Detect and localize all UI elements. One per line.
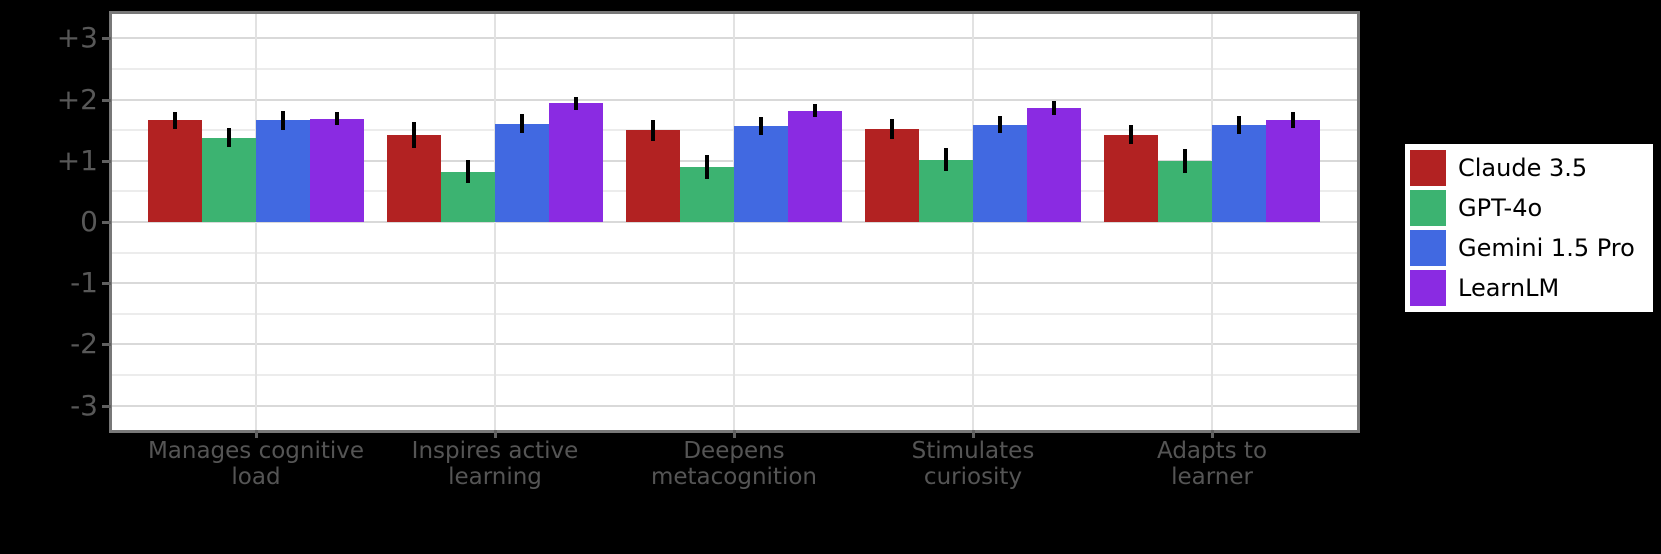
error-bar (998, 116, 1002, 134)
x-category-label: Stimulates curiosity (911, 438, 1035, 490)
x-tick-mark (972, 430, 975, 438)
y-tick-mark (102, 159, 111, 163)
legend-label: LearnLM (1458, 274, 1560, 302)
y-tick-label: +1 (56, 143, 98, 177)
plot-area (109, 11, 1360, 433)
y-tick-mark (102, 282, 111, 286)
legend-item: Claude 3.5 (1410, 148, 1645, 188)
legend-swatch-gemini-1-5-pro (1410, 230, 1446, 266)
error-bar (466, 160, 470, 184)
y-tick-mark (102, 221, 111, 224)
bar (310, 118, 364, 222)
error-bar (520, 113, 524, 134)
legend-swatch-gpt-4o (1410, 190, 1446, 226)
legend-item: Gemini 1.5 Pro (1410, 228, 1645, 268)
error-bar (705, 154, 709, 180)
error-bar (227, 128, 231, 147)
bar (148, 120, 202, 222)
error-bar (1291, 112, 1295, 129)
x-tick-mark (1211, 430, 1214, 438)
legend: Claude 3.5 GPT-4o Gemini 1.5 Pro LearnLM (1403, 142, 1655, 314)
legend-item: GPT-4o (1410, 188, 1645, 228)
error-bar (335, 111, 339, 126)
bar (1212, 124, 1266, 222)
y-tick-label: -1 (70, 266, 98, 300)
error-bar (890, 119, 894, 139)
gridline-vertical (494, 14, 496, 430)
gridline-vertical (972, 14, 974, 430)
bar (626, 130, 680, 222)
y-tick-mark (102, 37, 111, 41)
bar (202, 137, 256, 222)
y-tick-mark (102, 98, 111, 102)
error-bar (1129, 124, 1133, 145)
error-bar (574, 96, 578, 111)
error-bar (759, 117, 763, 135)
error-bar (813, 103, 817, 118)
y-tick-mark (102, 404, 111, 408)
legend-label: Gemini 1.5 Pro (1458, 234, 1635, 262)
y-tick-label: 0 (80, 205, 98, 238)
bar (256, 120, 310, 222)
y-tick-label: +3 (56, 21, 98, 55)
x-category-label: Adapts to learner (1156, 438, 1268, 490)
x-tick-mark (733, 430, 736, 438)
bar (788, 110, 842, 222)
x-category-label: Manages cognitive load (147, 438, 365, 490)
error-bar (1237, 115, 1241, 134)
error-bar (1183, 148, 1187, 174)
error-bar (173, 111, 177, 129)
error-bar (412, 122, 416, 148)
bar (387, 135, 441, 222)
bar (1266, 120, 1320, 222)
x-tick-mark (255, 430, 258, 438)
gridline-vertical (1211, 14, 1213, 430)
x-category-label: Deepens metacognition (650, 438, 817, 490)
y-tick-mark (102, 343, 111, 347)
x-tick-mark (494, 430, 497, 438)
gridline-vertical (255, 14, 257, 430)
x-category-label: Inspires active learning (411, 438, 579, 490)
error-bar (281, 111, 285, 130)
error-bar (651, 119, 655, 141)
error-bar (944, 147, 948, 172)
bar (865, 129, 919, 222)
legend-swatch-claude-3-5 (1410, 150, 1446, 186)
bar (734, 125, 788, 222)
y-tick-label: +2 (56, 82, 98, 116)
bar (1027, 108, 1081, 222)
bar (549, 103, 603, 222)
legend-label: Claude 3.5 (1458, 154, 1588, 182)
legend-swatch-learnlm (1410, 270, 1446, 306)
bar (495, 123, 549, 222)
error-bar (1052, 101, 1056, 115)
bar (973, 124, 1027, 222)
bar (1104, 134, 1158, 222)
legend-item: LearnLM (1410, 268, 1645, 308)
gridline-vertical (733, 14, 735, 430)
y-tick-label: -2 (70, 327, 98, 361)
legend-label: GPT-4o (1458, 194, 1543, 222)
y-tick-label: -3 (70, 388, 98, 422)
